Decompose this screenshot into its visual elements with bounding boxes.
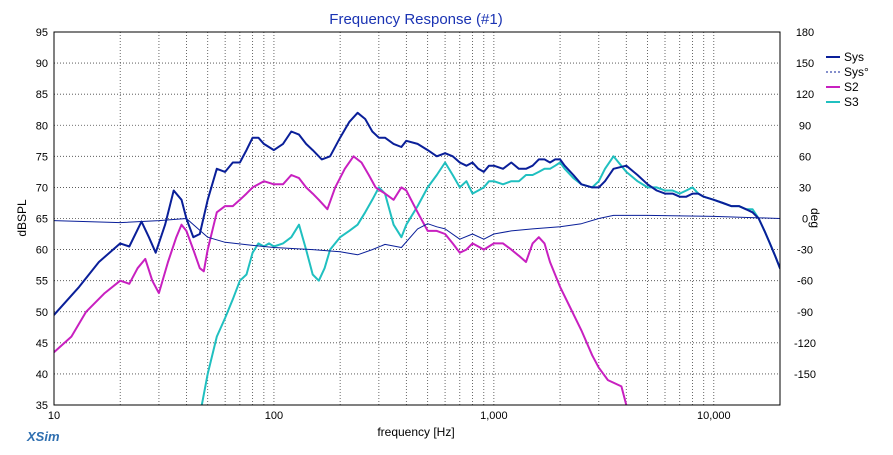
y2-tick-label: 120 — [796, 89, 814, 101]
y-tick-label: 90 — [36, 58, 48, 70]
series-line-0 — [54, 111, 780, 316]
y-tick-label: 75 — [36, 151, 48, 163]
plot-frame — [53, 31, 781, 406]
y2-tick-label: 60 — [799, 151, 811, 163]
y-axis-label: dBSPL — [15, 199, 29, 237]
y-tick-label: 85 — [36, 89, 48, 101]
y-tick-label: 35 — [36, 400, 48, 412]
series-line-3 — [200, 155, 780, 405]
y2-tick-label: -30 — [797, 245, 813, 257]
y-tick-label: 95 — [36, 27, 48, 39]
y2-tick-label: 150 — [796, 58, 814, 70]
x-tick-label: 10,000 — [697, 410, 731, 422]
legend-label: S3 — [844, 95, 859, 109]
y2-tick-label: 90 — [799, 120, 811, 132]
y-tick-label: 65 — [36, 214, 48, 226]
y-tick-label: 60 — [36, 245, 48, 257]
series-line-2 — [54, 155, 628, 405]
xsim-logo: XSim — [26, 429, 60, 444]
plot-curves — [54, 111, 780, 405]
y2-tick-label: -150 — [794, 369, 816, 381]
legend-label: Sys — [844, 50, 864, 64]
series-line-1 — [54, 214, 780, 256]
tick-labels: 95 90 85 80 75 70 65 60 55 50 45 40 35 180 150 120 90 60 3… — [36, 27, 816, 422]
grid — [54, 32, 780, 405]
y-tick-label: 80 — [36, 120, 48, 132]
y-tick-label: 50 — [36, 307, 48, 319]
y2-tick-label: -120 — [794, 338, 816, 350]
legend-label: S2 — [844, 80, 859, 94]
y2-tick-label: 0 — [802, 214, 808, 226]
chart-title: Frequency Response (#1) — [329, 11, 502, 28]
y-tick-label: 40 — [36, 369, 48, 381]
y-tick-label: 70 — [36, 182, 48, 194]
y2-tick-label: -60 — [797, 276, 813, 288]
y-tick-label: 45 — [36, 338, 48, 350]
x-axis-label: frequency [Hz] — [377, 425, 454, 439]
x-tick-label: 10 — [48, 410, 60, 422]
legend-label: Sys° — [844, 65, 869, 79]
y2-tick-label: 180 — [796, 27, 814, 39]
y2-tick-label: 30 — [799, 182, 811, 194]
y2-axis-label: deg — [808, 208, 822, 228]
y2-tick-label: -90 — [797, 307, 813, 319]
x-tick-label: 1,000 — [480, 410, 508, 422]
x-tick-label: 100 — [265, 410, 283, 422]
y-tick-label: 55 — [36, 276, 48, 288]
